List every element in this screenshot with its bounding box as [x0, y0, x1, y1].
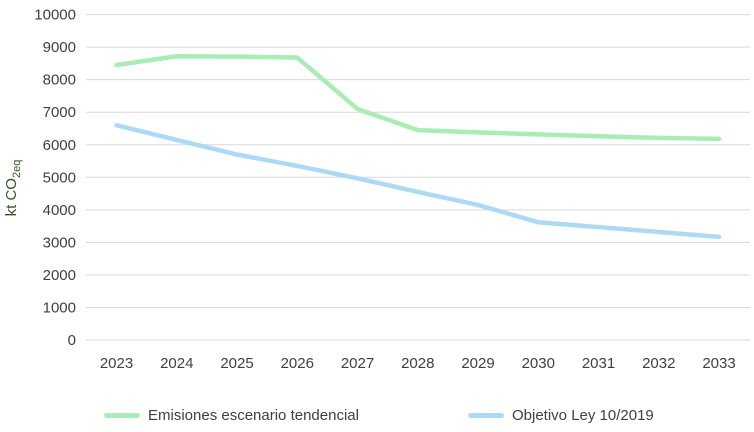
- x-tick-label: 2025: [220, 355, 253, 372]
- series-line-0: [114, 54, 722, 142]
- legend-label-objetivo: Objetivo Ley 10/2019: [512, 406, 654, 424]
- legend-marker-emisiones: [104, 412, 140, 418]
- legend-label-emisiones: Emisiones escenario tendencial: [148, 406, 359, 424]
- series-line-1: [114, 122, 722, 240]
- x-tick-label: 2024: [160, 355, 193, 372]
- x-tick-label: 2030: [522, 355, 555, 372]
- x-tick-label: 2028: [401, 355, 434, 372]
- legend-item-emisiones: Emisiones escenario tendencial: [104, 406, 359, 424]
- y-tick-label: 9000: [43, 39, 76, 56]
- y-tick-label: 7000: [43, 104, 76, 121]
- y-tick-label: 3000: [43, 234, 76, 251]
- x-tick-label: 2032: [642, 355, 675, 372]
- y-tick-label: 6000: [43, 137, 76, 154]
- x-tick-label: 2026: [281, 355, 314, 372]
- x-tick-label: 2027: [341, 355, 374, 372]
- legend-marker-objetivo: [468, 412, 504, 418]
- x-tick-label: 2023: [100, 355, 133, 372]
- y-axis-title-text: kt CO: [3, 178, 20, 217]
- y-axis-title-subscript: 2eq: [11, 159, 23, 179]
- y-tick-label: 2000: [43, 267, 76, 284]
- y-axis-title: kt CO2eq: [3, 113, 23, 263]
- y-tick-label: 0: [68, 332, 76, 349]
- y-tick-label: 1000: [43, 299, 76, 316]
- x-tick-label: 2033: [702, 355, 735, 372]
- y-tick-label: 4000: [43, 202, 76, 219]
- y-tick-label: 5000: [43, 169, 76, 186]
- legend-item-objetivo: Objetivo Ley 10/2019: [468, 406, 654, 424]
- y-tick-label: 8000: [43, 72, 76, 89]
- x-tick-label: 2031: [582, 355, 615, 372]
- x-tick-label: 2029: [461, 355, 494, 372]
- y-tick-label: 10000: [34, 7, 76, 24]
